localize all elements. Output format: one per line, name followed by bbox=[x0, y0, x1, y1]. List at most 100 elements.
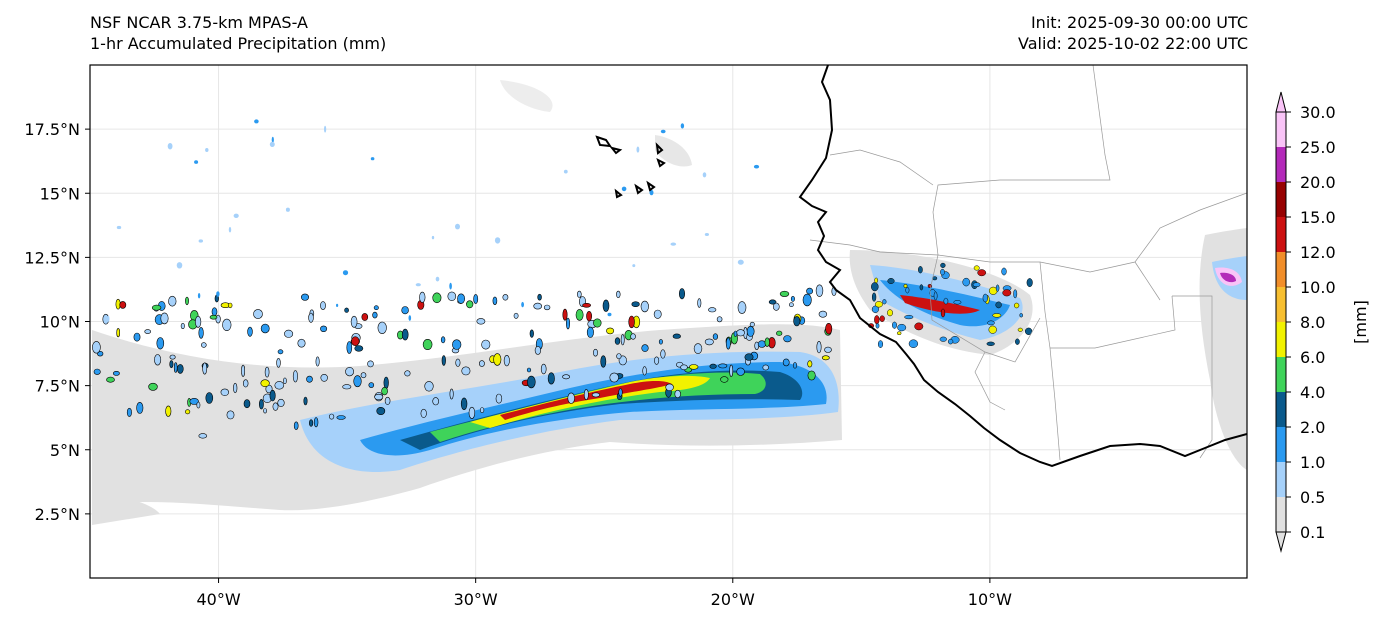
colorbar-segment bbox=[1276, 427, 1286, 462]
precip-cell bbox=[1019, 313, 1023, 318]
precip-cell bbox=[583, 389, 589, 401]
precip-cell bbox=[346, 341, 353, 354]
precip-cell bbox=[415, 283, 421, 287]
colorbar-tick-label: 0.1 bbox=[1300, 523, 1325, 542]
precip-cell bbox=[628, 315, 635, 329]
map-title: NSF NCAR 3.75-km MPAS-A 1-hr Accumulated… bbox=[90, 12, 386, 54]
lon-tick-label: 40°W bbox=[196, 590, 240, 609]
precip-cell bbox=[653, 309, 662, 319]
precip-cell bbox=[790, 295, 795, 302]
lon-tick-label: 20°W bbox=[711, 590, 755, 609]
precip-cell bbox=[308, 312, 314, 323]
precip-cell bbox=[815, 284, 824, 297]
precip-cell bbox=[300, 293, 309, 301]
precip-cell bbox=[253, 309, 263, 319]
precip-cell bbox=[263, 408, 268, 414]
precip-cell bbox=[513, 312, 519, 319]
precip-cell bbox=[712, 333, 719, 340]
precip-cell bbox=[107, 315, 110, 322]
precip-cell bbox=[526, 367, 532, 373]
precip-cell bbox=[1013, 302, 1020, 309]
precip-cell bbox=[466, 300, 474, 309]
precip-cell bbox=[455, 223, 460, 230]
precip-cell bbox=[361, 313, 369, 321]
precip-cell bbox=[220, 388, 230, 396]
precip-cell bbox=[354, 345, 364, 352]
colorbar-segment bbox=[1276, 322, 1286, 357]
colorbar-tick-label: 6.0 bbox=[1300, 348, 1325, 367]
precip-cell bbox=[205, 392, 214, 404]
precip-cell bbox=[309, 419, 314, 427]
precip-cell bbox=[903, 283, 908, 289]
colorbar-segment bbox=[1276, 112, 1286, 147]
precip-cell bbox=[303, 396, 308, 406]
precip-cell bbox=[736, 367, 745, 376]
precip-cell bbox=[185, 409, 191, 415]
precip-cell bbox=[372, 311, 378, 319]
colorbar-tick-label: 2.0 bbox=[1300, 418, 1325, 437]
precip-cell bbox=[424, 381, 434, 392]
precip-cell bbox=[116, 225, 122, 230]
precip-cell bbox=[749, 321, 755, 327]
lon-tick-label: 10°W bbox=[968, 590, 1012, 609]
precip-cell bbox=[977, 269, 987, 277]
precip-cell bbox=[243, 379, 249, 388]
precip-red-area bbox=[900, 295, 980, 314]
precip-cell bbox=[607, 312, 612, 317]
precip-cell bbox=[473, 294, 479, 304]
precip-cell bbox=[802, 293, 812, 307]
precip-cell bbox=[702, 172, 707, 178]
precip-cell bbox=[198, 433, 208, 439]
lat-tick-label: 17.5°N bbox=[24, 120, 80, 139]
precip-cell bbox=[449, 388, 454, 400]
precip-cell bbox=[169, 360, 174, 369]
precip-cell bbox=[697, 298, 702, 308]
precip-cell bbox=[495, 393, 503, 404]
precip-cell bbox=[620, 334, 625, 346]
precip-cell bbox=[600, 355, 607, 368]
precip-cell bbox=[793, 316, 801, 327]
precip-cell bbox=[678, 288, 685, 300]
precip-cell bbox=[476, 318, 486, 325]
precip-cell bbox=[940, 262, 946, 268]
precip-cell bbox=[350, 315, 358, 328]
colorbar-extend-max bbox=[1275, 91, 1287, 113]
lat-tick-label: 5°N bbox=[50, 441, 80, 460]
precip-cell bbox=[567, 392, 575, 404]
precip-cell bbox=[441, 355, 446, 366]
precip-cell bbox=[126, 407, 132, 417]
precip-cell bbox=[972, 282, 981, 288]
precip-cell bbox=[360, 372, 367, 379]
precip-cell bbox=[988, 325, 997, 334]
precip-cell bbox=[772, 302, 780, 311]
precip-cell bbox=[216, 291, 220, 297]
precip-cell bbox=[1001, 267, 1007, 276]
precip-cell bbox=[353, 375, 362, 388]
precip-cell bbox=[435, 276, 440, 282]
precip-cell bbox=[591, 392, 601, 398]
colorbar-tick-label: 15.0 bbox=[1300, 208, 1336, 227]
precip-trace-area bbox=[655, 135, 692, 167]
precip-cell bbox=[825, 323, 833, 335]
precip-cell bbox=[670, 242, 677, 246]
precip-cell bbox=[233, 213, 239, 218]
precip-cell bbox=[995, 284, 1000, 292]
precip-cell bbox=[277, 349, 284, 355]
precip-cell bbox=[908, 339, 919, 348]
precip-cell bbox=[933, 291, 938, 301]
precip-cell bbox=[168, 295, 177, 307]
precip-cell bbox=[447, 291, 457, 301]
precip-cell bbox=[376, 406, 386, 415]
precip-cell bbox=[165, 405, 172, 417]
precip-cell bbox=[169, 354, 176, 360]
cape-verde-island bbox=[655, 142, 664, 155]
cape-verde-island bbox=[634, 183, 644, 195]
precip-cell bbox=[189, 397, 199, 405]
precip-cell bbox=[816, 341, 822, 354]
precip-cell bbox=[502, 294, 509, 301]
precip-cell bbox=[940, 308, 946, 318]
precip-cell bbox=[449, 282, 452, 290]
precip-cell bbox=[247, 326, 253, 337]
precip-cell bbox=[918, 266, 923, 274]
precip-trace-area bbox=[500, 80, 553, 112]
